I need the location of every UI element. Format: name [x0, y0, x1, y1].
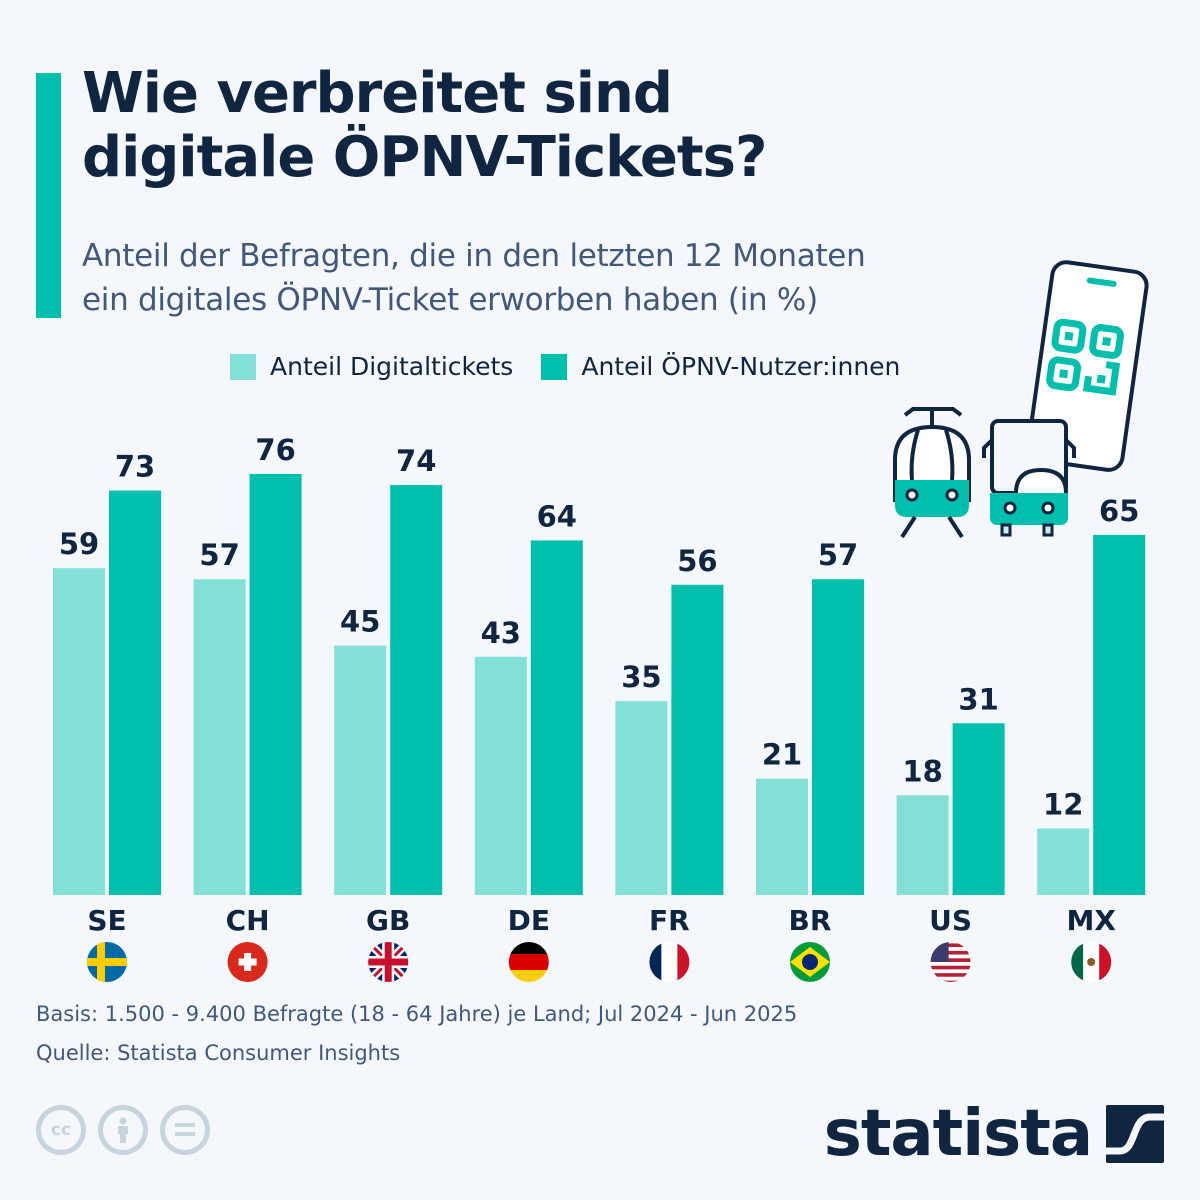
- category-label-ch: CH: [226, 904, 270, 937]
- category-label-de: DE: [508, 904, 550, 937]
- mexico-flag-icon: [1071, 942, 1112, 982]
- data-label-transit-users-mx: 65: [1099, 494, 1139, 528]
- bus-icon: [982, 419, 1076, 537]
- bar-group-se: 59 73 SE: [53, 450, 161, 982]
- bar-group-mx: 12 65 MX: [1037, 494, 1146, 982]
- switzerland-flag-icon: [227, 942, 268, 982]
- legend-item-transit-users: Anteil ÖPNV-Nutzer:innen: [541, 352, 900, 381]
- bar-transit-users-se: [109, 490, 161, 895]
- bar-transit-users-ch: [249, 473, 302, 895]
- category-label-se: SE: [87, 904, 126, 937]
- legend-label-transit-users: Anteil ÖPNV-Nutzer:innen: [581, 352, 901, 381]
- category-label-fr: FR: [649, 904, 690, 937]
- bar-transit-users-gb: [390, 485, 443, 895]
- data-label-transit-users-de: 64: [537, 499, 577, 533]
- bar-group-de: 43 64 DE: [474, 499, 583, 982]
- license-icons: cc: [36, 1105, 222, 1155]
- bar-group-fr: 35 56 FR: [615, 544, 724, 982]
- bar-transit-users-mx: [1093, 534, 1146, 895]
- footer-basis: Basis: 1.500 - 9.400 Befragte (18 - 64 J…: [36, 1002, 798, 1026]
- footer-source: Quelle: Statista Consumer Insights: [36, 1041, 401, 1065]
- sweden-flag-icon: [87, 942, 127, 982]
- brazil-flag-icon: [790, 942, 830, 982]
- bar-transit-users-fr: [671, 584, 724, 895]
- usa-flag-icon: [930, 942, 971, 982]
- bar-digital-tickets-ch: [193, 579, 246, 895]
- chart-subtitle: Anteil der Befragten, die in den letzten…: [82, 238, 866, 318]
- bar-digital-tickets-de: [474, 656, 527, 895]
- data-label-digital-tickets-us: 18: [902, 754, 942, 788]
- data-label-digital-tickets-mx: 12: [1043, 788, 1083, 822]
- no-derivatives-icon[interactable]: [160, 1105, 210, 1155]
- data-label-digital-tickets-ch: 57: [199, 538, 239, 572]
- data-label-digital-tickets-gb: 45: [340, 605, 380, 639]
- data-label-transit-users-us: 31: [958, 682, 998, 716]
- data-label-digital-tickets-se: 59: [59, 527, 99, 561]
- data-label-transit-users-ch: 76: [255, 433, 295, 467]
- attribution-icon[interactable]: [98, 1105, 148, 1155]
- bar-digital-tickets-fr: [615, 701, 668, 895]
- statista-logo[interactable]: statista: [823, 1097, 1164, 1171]
- uk-flag-icon: [368, 942, 409, 982]
- data-label-transit-users-se: 73: [115, 450, 155, 484]
- bar-digital-tickets-gb: [334, 645, 387, 895]
- category-label-gb: GB: [366, 904, 410, 937]
- tram-icon: [893, 407, 971, 539]
- data-label-digital-tickets-br: 21: [762, 738, 802, 772]
- statista-logo-text: statista: [823, 1097, 1093, 1171]
- data-label-transit-users-gb: 74: [396, 444, 436, 478]
- transit-illustration: [893, 260, 1149, 539]
- bar-group-br: 21 57 BR: [756, 538, 864, 982]
- bar-group-gb: 45 74 GB: [334, 444, 443, 982]
- bar-transit-users-us: [952, 723, 1005, 895]
- creative-commons-icon[interactable]: cc: [36, 1105, 86, 1155]
- bar-digital-tickets-br: [756, 778, 808, 895]
- bar-group-us: 18 31 US: [896, 682, 1005, 982]
- phone-icon: [1026, 260, 1149, 472]
- category-label-br: BR: [789, 904, 832, 937]
- statista-logo-mark-icon: [1106, 1105, 1164, 1163]
- legend-swatch-digital-tickets: [230, 353, 256, 380]
- france-flag-icon: [649, 942, 690, 982]
- data-label-digital-tickets-de: 43: [481, 616, 521, 650]
- legend-label-digital-tickets: Anteil Digitaltickets: [270, 352, 514, 381]
- data-label-transit-users-fr: 56: [677, 544, 717, 578]
- bar-chart: 59 73 SE 57 76 CH 45 74 GB 43 64 DE 35 56 FR 21 57 BR 18 31…: [53, 433, 1146, 982]
- category-label-us: US: [929, 904, 972, 937]
- legend-item-digital-tickets: Anteil Digitaltickets: [230, 352, 513, 381]
- bar-digital-tickets-us: [896, 795, 949, 895]
- germany-flag-icon: [508, 942, 549, 982]
- legend: Anteil Digitaltickets Anteil ÖPNV-Nutzer…: [230, 352, 928, 381]
- bar-digital-tickets-mx: [1037, 828, 1090, 895]
- bar-digital-tickets-se: [53, 568, 105, 895]
- bar-transit-users-de: [530, 540, 583, 895]
- bar-transit-users-br: [812, 579, 864, 895]
- category-label-mx: MX: [1066, 904, 1116, 937]
- title-accent-bar: [36, 73, 61, 318]
- bar-group-ch: 57 76 CH: [193, 433, 302, 982]
- data-label-transit-users-br: 57: [818, 538, 858, 572]
- legend-swatch-transit-users: [541, 353, 568, 380]
- chart-title: Wie verbreitet sind digitale ÖPNV-Ticket…: [82, 61, 767, 190]
- data-label-digital-tickets-fr: 35: [621, 660, 661, 694]
